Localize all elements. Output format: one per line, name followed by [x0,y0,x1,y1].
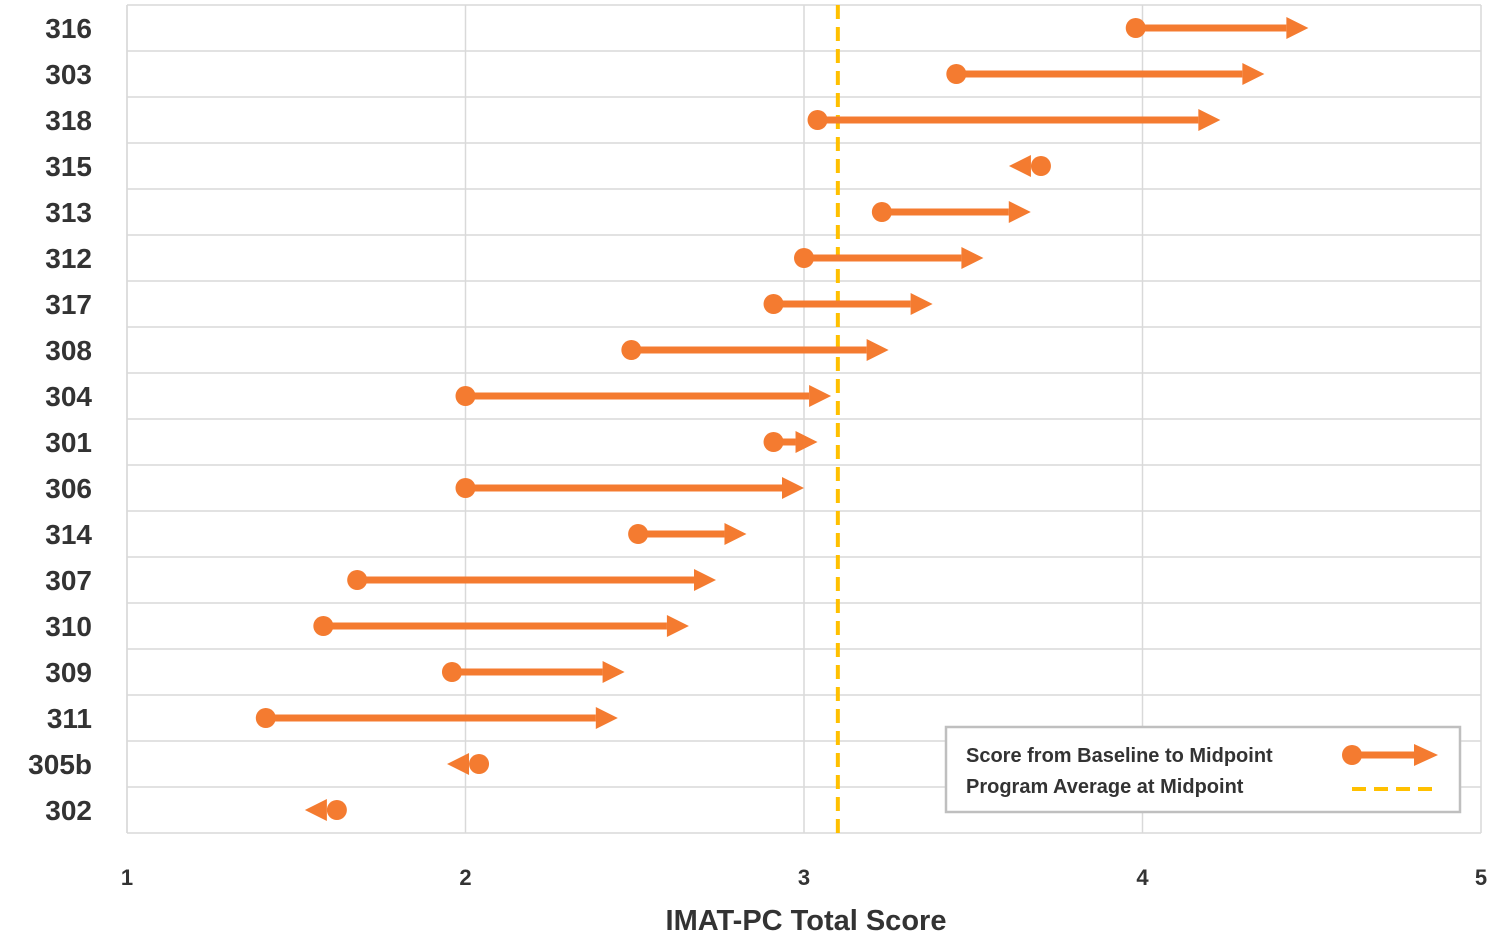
midpoint-arrowhead [724,523,747,545]
participant-316 [1125,17,1309,39]
midpoint-arrowhead [1286,17,1309,39]
category-label: 309 [45,657,92,688]
x-tick-label: 1 [121,865,133,890]
category-label: 307 [45,565,92,596]
participant-304 [455,385,832,407]
midpoint-arrowhead [809,385,832,407]
baseline-point [871,202,892,222]
baseline-point [621,340,642,360]
participant-303 [946,63,1265,85]
baseline-point [1030,156,1051,176]
x-tick-label: 5 [1475,865,1487,890]
category-label: 317 [45,289,92,320]
baseline-point [807,110,828,130]
midpoint-arrowhead [795,431,818,453]
midpoint-arrowhead [595,707,618,729]
participant-307 [347,569,716,591]
baseline-point [763,294,784,314]
baseline-point [455,478,476,498]
category-label: 303 [45,59,92,90]
x-tick-label: 2 [459,865,471,890]
baseline-point [1125,18,1146,38]
participant-318 [807,109,1221,131]
x-tick-label: 3 [798,865,810,890]
category-label: 312 [45,243,92,274]
category-label: 316 [45,13,92,44]
midpoint-arrowhead [1242,63,1265,85]
baseline-point [763,432,784,452]
category-label: 311 [47,703,92,734]
baseline-point [441,662,462,682]
midpoint-arrowhead [782,477,804,499]
participant-310 [313,615,689,637]
participant-314 [628,523,747,545]
participant-313 [871,201,1031,223]
participant-305b [447,753,490,775]
category-label: 301 [45,427,92,458]
gridlines [126,4,1482,834]
legend-label-change: Score from Baseline to Midpoint [966,745,1273,767]
participant-315 [1008,155,1051,177]
category-label: 315 [45,151,92,182]
midpoint-arrowhead [866,339,889,361]
category-label: 302 [45,795,92,826]
category-label: 305b [28,749,92,780]
midpoint-arrowhead [1198,109,1221,131]
legend-arrowhead [1414,744,1438,766]
midpoint-arrowhead [447,753,470,775]
participant-311 [255,707,618,729]
baseline-point [946,64,967,84]
participant-301 [763,431,818,453]
midpoint-arrowhead [666,615,689,637]
category-label: 304 [45,381,92,412]
baseline-point [313,616,334,636]
baseline-point [794,248,814,268]
midpoint-arrowhead [910,293,933,315]
legend-point [1342,745,1362,765]
category-label: 308 [45,335,92,366]
participant-312 [794,247,984,269]
category-label: 318 [45,105,92,136]
x-tick-labels: 1 2 3 4 5 [121,865,1487,890]
participant-309 [441,661,625,683]
category-label: 313 [45,197,92,228]
midpoint-arrowhead [1008,155,1031,177]
category-label: 310 [45,611,92,642]
x-axis-title: IMAT-PC Total Score [666,905,947,937]
category-label: 314 [45,519,92,550]
series-layer [255,17,1309,821]
midpoint-arrowhead [693,569,716,591]
midpoint-arrowhead [602,661,625,683]
legend-label-average: Program Average at Midpoint [966,776,1244,798]
category-labels: 316 303 318 315 313 312 317 308 304 301 306 314 307 3… [28,13,92,826]
participant-306 [455,477,804,499]
midpoint-arrowhead [961,247,984,269]
baseline-point [326,800,347,820]
legend-arrow-marker [1342,744,1438,766]
participant-302 [304,799,347,821]
baseline-point [469,754,490,774]
x-tick-label: 4 [1136,865,1149,890]
legend: Score from Baseline to Midpoint Program … [944,725,1462,814]
baseline-point [628,524,649,544]
baseline-point [255,708,276,728]
legend-box [944,725,1462,814]
participant-317 [763,293,933,315]
category-label: 306 [45,473,92,504]
midpoint-arrowhead [304,799,327,821]
midpoint-arrowhead [1008,201,1031,223]
baseline-point [347,570,368,590]
participant-308 [621,339,889,361]
baseline-point [455,386,476,406]
